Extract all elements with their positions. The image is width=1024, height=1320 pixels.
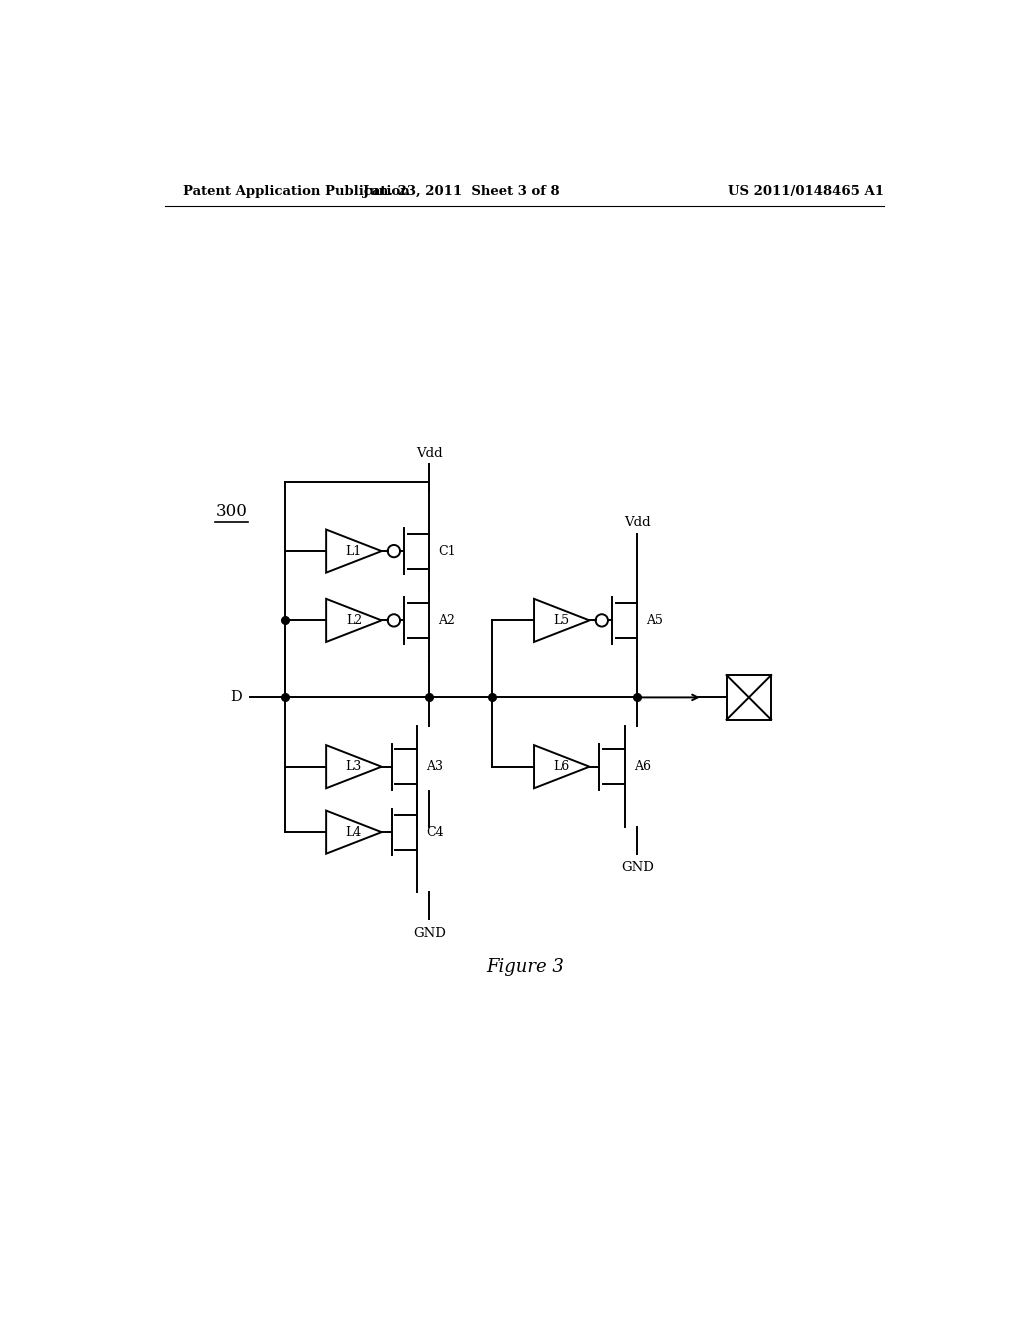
Text: A3: A3 <box>426 760 443 774</box>
Text: L2: L2 <box>346 614 361 627</box>
Text: L1: L1 <box>346 545 362 557</box>
Bar <box>727 675 771 719</box>
Text: Jun. 23, 2011  Sheet 3 of 8: Jun. 23, 2011 Sheet 3 of 8 <box>364 185 560 198</box>
Text: L5: L5 <box>554 614 569 627</box>
Text: C1: C1 <box>438 545 456 557</box>
Text: US 2011/0148465 A1: US 2011/0148465 A1 <box>728 185 884 198</box>
Text: Vdd: Vdd <box>624 516 650 529</box>
Text: A5: A5 <box>646 614 664 627</box>
Text: Vdd: Vdd <box>416 446 442 459</box>
Text: D: D <box>230 690 243 705</box>
Text: 300: 300 <box>215 503 247 520</box>
Text: L4: L4 <box>346 825 362 838</box>
Text: A2: A2 <box>438 614 456 627</box>
Text: A6: A6 <box>634 760 651 774</box>
Text: C4: C4 <box>426 825 443 838</box>
Text: Patent Application Publication: Patent Application Publication <box>183 185 410 198</box>
Text: GND: GND <box>413 927 445 940</box>
Text: L6: L6 <box>554 760 570 774</box>
Text: GND: GND <box>621 861 653 874</box>
Text: Figure 3: Figure 3 <box>485 958 564 975</box>
Text: L3: L3 <box>346 760 362 774</box>
